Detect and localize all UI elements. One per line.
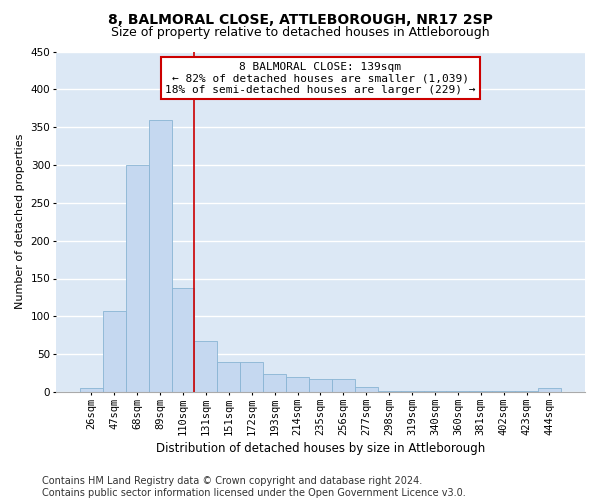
Bar	[103, 311, 126, 392]
Bar	[194, 340, 217, 392]
Y-axis label: Number of detached properties: Number of detached properties	[15, 134, 25, 310]
Text: Contains HM Land Registry data © Crown copyright and database right 2024.
Contai: Contains HM Land Registry data © Crown c…	[42, 476, 466, 498]
Bar	[217, 362, 240, 392]
Bar	[286, 377, 309, 392]
Bar	[355, 388, 377, 392]
Bar	[309, 379, 332, 392]
Bar	[469, 391, 492, 392]
Bar	[538, 388, 561, 392]
Bar	[492, 391, 515, 392]
Bar	[401, 391, 424, 392]
Bar	[446, 391, 469, 392]
Bar	[149, 120, 172, 392]
Bar	[263, 374, 286, 392]
Text: Size of property relative to detached houses in Attleborough: Size of property relative to detached ho…	[110, 26, 490, 39]
Text: 8 BALMORAL CLOSE: 139sqm
← 82% of detached houses are smaller (1,039)
18% of sem: 8 BALMORAL CLOSE: 139sqm ← 82% of detach…	[165, 62, 476, 95]
Bar	[172, 288, 194, 392]
Bar	[377, 391, 401, 392]
Bar	[515, 391, 538, 392]
Bar	[240, 362, 263, 392]
Bar	[332, 379, 355, 392]
Text: 8, BALMORAL CLOSE, ATTLEBOROUGH, NR17 2SP: 8, BALMORAL CLOSE, ATTLEBOROUGH, NR17 2S…	[107, 12, 493, 26]
Bar	[80, 388, 103, 392]
X-axis label: Distribution of detached houses by size in Attleborough: Distribution of detached houses by size …	[156, 442, 485, 455]
Bar	[424, 391, 446, 392]
Bar	[126, 165, 149, 392]
